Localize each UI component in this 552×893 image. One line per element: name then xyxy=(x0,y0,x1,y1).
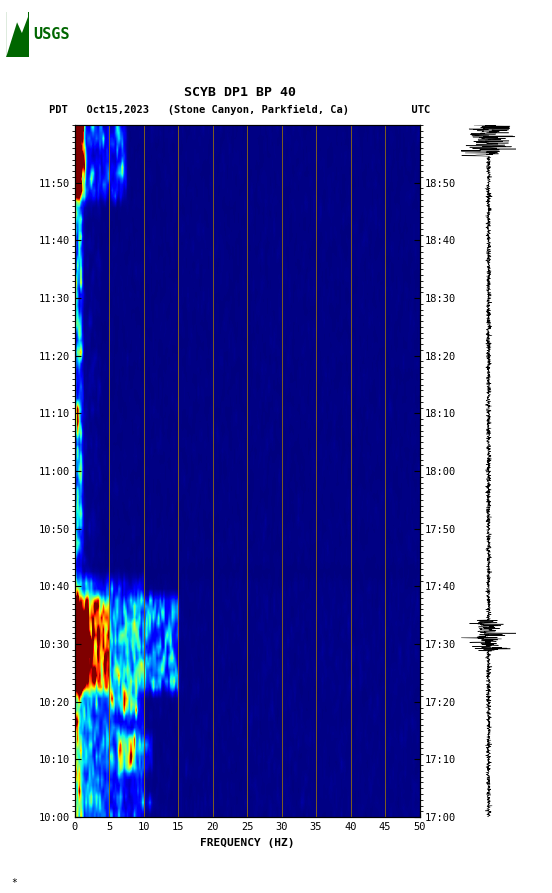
X-axis label: FREQUENCY (HZ): FREQUENCY (HZ) xyxy=(200,838,294,847)
Text: *: * xyxy=(11,878,17,888)
FancyBboxPatch shape xyxy=(6,12,29,57)
Polygon shape xyxy=(6,12,28,57)
Text: PDT   Oct15,2023   (Stone Canyon, Parkfield, Ca)          UTC: PDT Oct15,2023 (Stone Canyon, Parkfield,… xyxy=(50,104,431,114)
Text: SCYB DP1 BP 40: SCYB DP1 BP 40 xyxy=(184,86,296,98)
Text: USGS: USGS xyxy=(33,27,70,42)
